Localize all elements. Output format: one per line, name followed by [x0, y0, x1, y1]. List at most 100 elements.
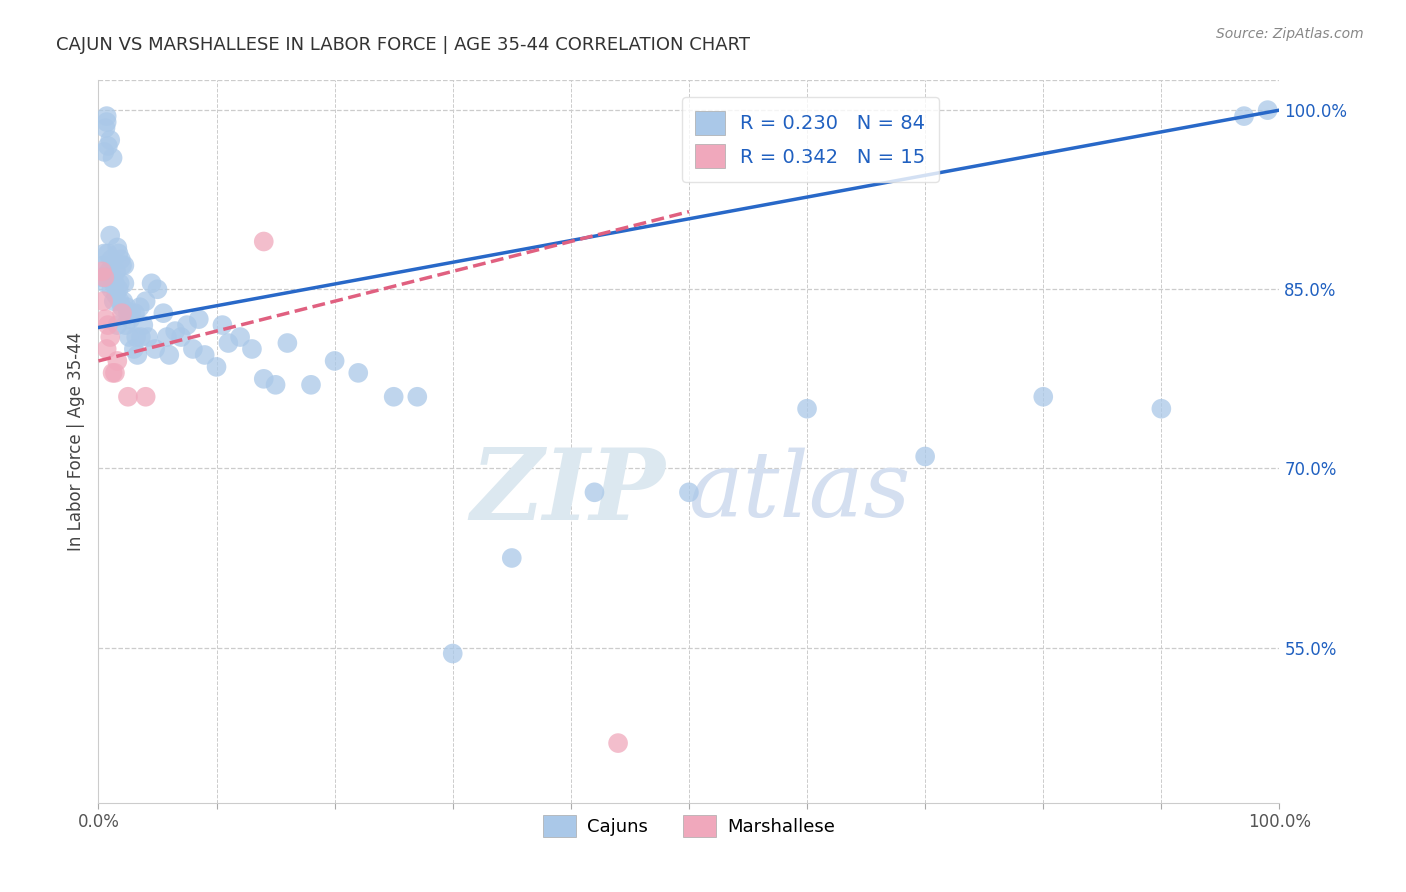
Point	[122, 342, 145, 356]
Point	[299, 377, 322, 392]
Point	[91, 259, 114, 273]
Point	[97, 139, 120, 153]
Point	[914, 450, 936, 464]
Point	[118, 330, 141, 344]
Point	[98, 228, 121, 243]
Point	[105, 264, 128, 278]
Point	[111, 300, 134, 314]
Point	[125, 330, 148, 344]
Point	[117, 306, 139, 320]
Point	[93, 145, 115, 159]
Point	[406, 390, 429, 404]
Point	[229, 330, 252, 344]
Point	[111, 306, 134, 320]
Text: atlas: atlas	[689, 448, 911, 536]
Point	[194, 348, 217, 362]
Point	[101, 151, 124, 165]
Point	[211, 318, 233, 332]
Point	[94, 277, 117, 291]
Point	[1150, 401, 1173, 416]
Point	[240, 342, 263, 356]
Point	[187, 312, 209, 326]
Point	[107, 246, 129, 260]
Point	[97, 246, 120, 260]
Point	[91, 294, 114, 309]
Point	[441, 647, 464, 661]
Point	[796, 401, 818, 416]
Text: Source: ZipAtlas.com: Source: ZipAtlas.com	[1216, 27, 1364, 41]
Point	[112, 294, 135, 309]
Point	[141, 277, 163, 291]
Point	[264, 377, 287, 392]
Point	[105, 288, 128, 302]
Point	[176, 318, 198, 332]
Point	[100, 252, 122, 267]
Point	[205, 359, 228, 374]
Point	[91, 264, 114, 278]
Point	[607, 736, 630, 750]
Point	[112, 277, 135, 291]
Point	[93, 270, 115, 285]
Point	[110, 252, 132, 267]
Point	[276, 336, 298, 351]
Point	[98, 264, 121, 278]
Point	[583, 485, 606, 500]
Point	[101, 366, 124, 380]
Point	[678, 485, 700, 500]
Point	[347, 366, 370, 380]
Point	[124, 306, 146, 320]
Point	[1257, 103, 1279, 117]
Point	[98, 330, 121, 344]
Point	[136, 330, 159, 344]
Point	[253, 235, 276, 249]
Point	[181, 342, 204, 356]
Point	[94, 312, 117, 326]
Point	[114, 318, 136, 332]
Point	[100, 282, 122, 296]
Point	[97, 318, 120, 332]
Point	[105, 354, 128, 368]
Legend: Cajuns, Marshallese: Cajuns, Marshallese	[536, 808, 842, 845]
Point	[253, 372, 276, 386]
Point	[127, 348, 149, 362]
Point	[121, 306, 143, 320]
Point	[96, 109, 118, 123]
Point	[143, 342, 166, 356]
Point	[135, 294, 157, 309]
Point	[323, 354, 346, 368]
Point	[128, 300, 150, 314]
Point	[108, 294, 131, 309]
Point	[104, 366, 127, 380]
Point	[165, 324, 187, 338]
Point	[105, 318, 128, 332]
Point	[120, 312, 142, 326]
Point	[107, 282, 129, 296]
Point	[93, 246, 115, 260]
Point	[91, 270, 114, 285]
Point	[98, 133, 121, 147]
Point	[1032, 390, 1054, 404]
Point	[170, 330, 193, 344]
Point	[156, 330, 179, 344]
Point	[117, 390, 139, 404]
Point	[217, 336, 239, 351]
Point	[96, 342, 118, 356]
Point	[105, 240, 128, 254]
Point	[132, 318, 155, 332]
Point	[1233, 109, 1256, 123]
Point	[94, 121, 117, 136]
Point	[115, 300, 138, 314]
Point	[103, 277, 125, 291]
Text: ZIP: ZIP	[471, 444, 665, 541]
Point	[157, 348, 180, 362]
Point	[108, 277, 131, 291]
Point	[129, 330, 152, 344]
Point	[103, 294, 125, 309]
Point	[382, 390, 405, 404]
Point	[104, 277, 127, 291]
Point	[146, 282, 169, 296]
Point	[152, 306, 174, 320]
Text: CAJUN VS MARSHALLESE IN LABOR FORCE | AGE 35-44 CORRELATION CHART: CAJUN VS MARSHALLESE IN LABOR FORCE | AG…	[56, 36, 751, 54]
Point	[501, 551, 523, 566]
Point	[135, 390, 157, 404]
